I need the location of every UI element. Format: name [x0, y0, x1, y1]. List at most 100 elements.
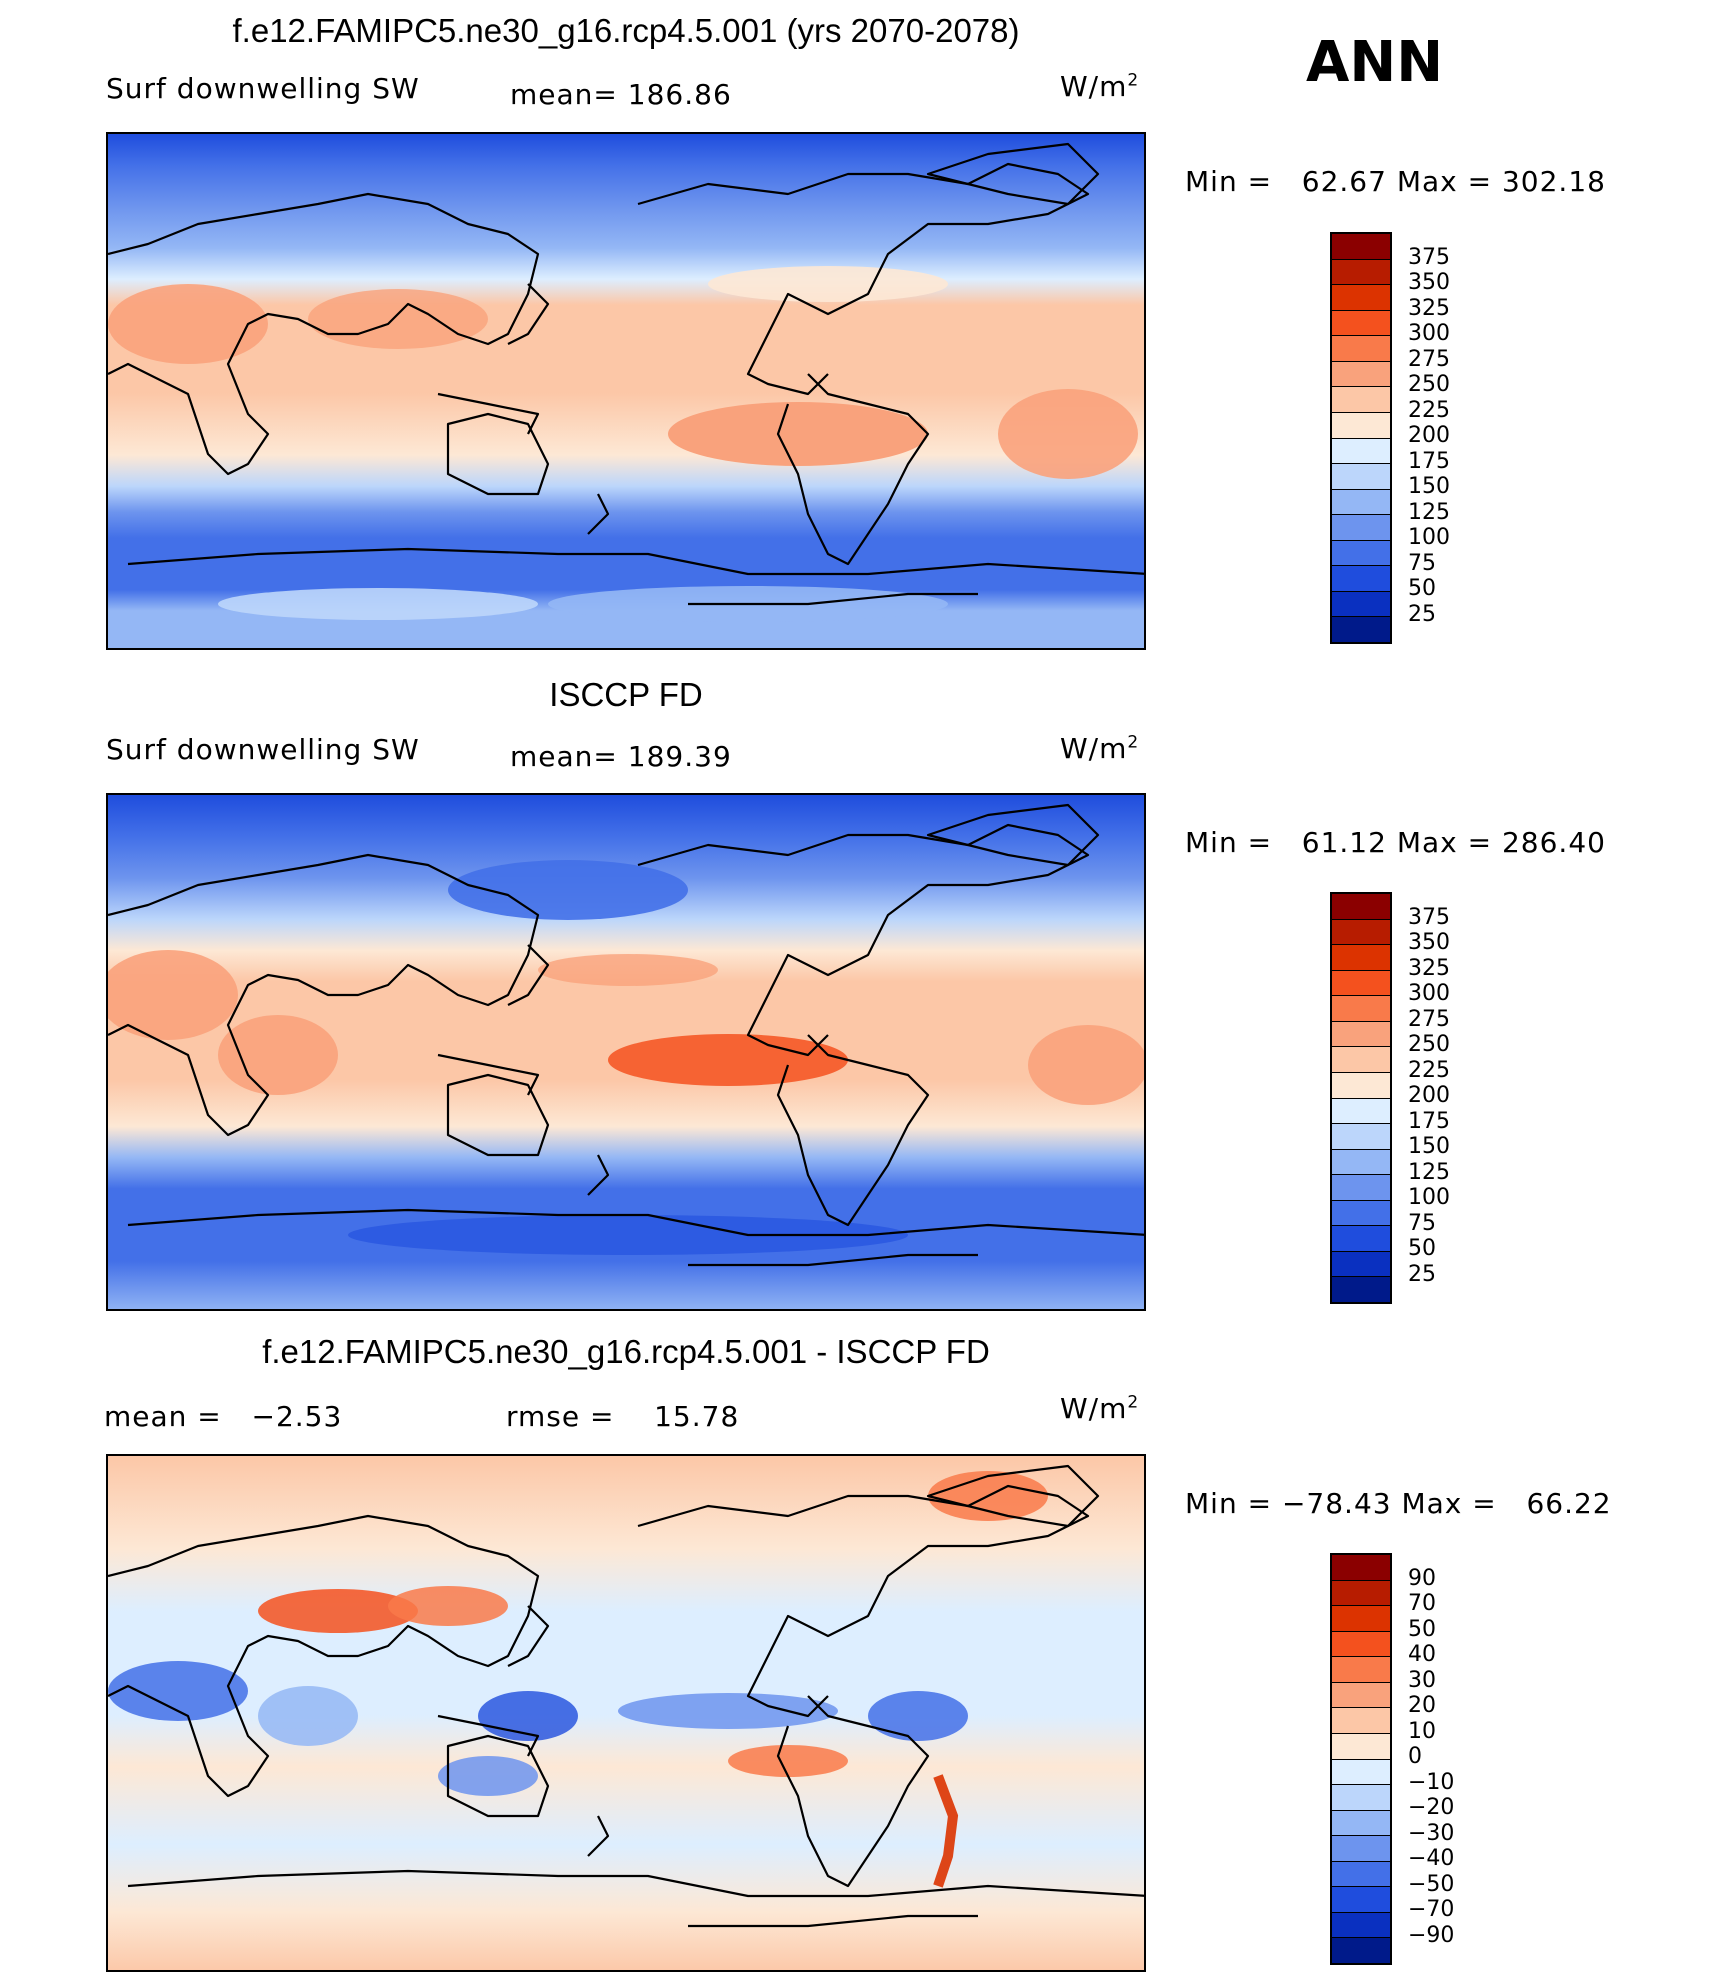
colorbar-segment [1332, 361, 1390, 388]
panel1-title: f.e12.FAMIPC5.ne30_g16.rcp4.5.001 (yrs 2… [232, 12, 1020, 49]
colorbar-segment [1332, 1785, 1390, 1811]
colorbar-segment [1332, 438, 1390, 465]
colorbar-label: 275 [1408, 1006, 1450, 1032]
colorbar-segment [1332, 259, 1390, 286]
colorbar-label: 100 [1408, 1185, 1450, 1210]
colorbar-segment [1332, 464, 1390, 490]
panel1-minmax: Min = 62.67 Max = 302.18 [1185, 165, 1606, 198]
panel1-colorbar [1330, 232, 1392, 644]
colorbar-label: 10 [1408, 1718, 1436, 1744]
panel1-mean-value: 186.86 [627, 78, 732, 111]
colorbar-segment [1332, 412, 1390, 439]
colorbar-label: 90 [1408, 1565, 1436, 1591]
colorbar-label: 75 [1408, 1210, 1436, 1236]
colorbar-label: 325 [1408, 955, 1450, 981]
colorbar-label: 250 [1408, 1032, 1450, 1057]
colorbar-label: 200 [1408, 1083, 1450, 1108]
colorbar-segment [1332, 1810, 1390, 1837]
colorbar-label: −40 [1408, 1846, 1455, 1871]
colorbar-label: 50 [1408, 576, 1436, 601]
panel1-variable-label: Surf downwelling SW [106, 72, 420, 105]
colorbar-segment [1332, 1887, 1390, 1913]
panel1-colorbar-labels: 375 350 325 300 275 250 225 200 175 150 125 100 75 50… [1408, 232, 1508, 644]
panel3-mean: mean = −2.53 [104, 1400, 342, 1433]
colorbar-label: 0 [1408, 1744, 1422, 1769]
panel1-mean-label: mean= [510, 78, 618, 111]
panel3-mean-value: −2.53 [251, 1400, 343, 1433]
colorbar-label: 225 [1408, 1057, 1450, 1083]
colorbar-segment [1332, 1631, 1390, 1658]
colorbar-segment [1332, 1149, 1390, 1176]
colorbar-label: 250 [1408, 372, 1450, 397]
panel3-mean-label: mean = [104, 1400, 222, 1433]
panel2-coastlines [108, 803, 1144, 1267]
colorbar-segment [1332, 1072, 1390, 1099]
colorbar-label: −30 [1408, 1820, 1455, 1846]
panel2-map-svg [108, 795, 1144, 1309]
colorbar-label: 275 [1408, 346, 1450, 372]
colorbar-label: 375 [1408, 244, 1450, 270]
colorbar-label: −50 [1408, 1871, 1455, 1897]
panel1-map [106, 132, 1146, 650]
panel2-map [106, 793, 1146, 1311]
panel2-colorbar-labels: 375 350 325 300 275 250 225 200 175 150 125 100 75 50… [1408, 892, 1508, 1304]
panel1-units: W/m2 [1060, 70, 1140, 103]
panel3-rmse: rmse = 15.78 [506, 1400, 739, 1433]
colorbar-label: 150 [1408, 1134, 1450, 1159]
colorbar-segment [1332, 1580, 1390, 1607]
colorbar-segment [1332, 996, 1390, 1022]
colorbar-segment [1332, 1277, 1390, 1302]
panel2-mean-value: 189.39 [627, 740, 732, 773]
panel2-variable-label: Surf downwelling SW [106, 733, 420, 766]
colorbar-segment [1332, 1708, 1390, 1734]
colorbar-label: 50 [1408, 1236, 1436, 1261]
colorbar-label: 350 [1408, 270, 1450, 295]
colorbar-label: 350 [1408, 930, 1450, 955]
colorbar-segment [1332, 1912, 1390, 1939]
colorbar-segment [1332, 1251, 1390, 1278]
panel2-title: ISCCP FD [549, 676, 703, 713]
colorbar-segment [1332, 515, 1390, 541]
colorbar-label: 20 [1408, 1693, 1436, 1718]
panel2-colorbar [1330, 892, 1392, 1304]
colorbar-segment [1332, 1200, 1390, 1227]
colorbar-label: −70 [1408, 1897, 1455, 1922]
panel2-mean-label: mean= [510, 740, 618, 773]
colorbar-segment [1332, 1861, 1390, 1888]
colorbar-label: 300 [1408, 321, 1450, 346]
colorbar-segment [1332, 336, 1390, 362]
panel1-mean: mean= 186.86 [510, 78, 732, 111]
panel3-colorbar-labels: 90 70 50 40 30 20 10 0 −10 −20 −30 −40 −50 −70 −90 [1408, 1553, 1508, 1965]
colorbar-segment [1332, 234, 1390, 260]
colorbar-label: 175 [1408, 1108, 1450, 1134]
panel3-colorbar [1330, 1553, 1392, 1965]
colorbar-segment [1332, 1836, 1390, 1862]
colorbar-segment [1332, 919, 1390, 946]
colorbar-label: 225 [1408, 397, 1450, 423]
panel1-coastlines [108, 142, 1144, 606]
colorbar-segment [1332, 1098, 1390, 1125]
colorbar-label: 30 [1408, 1667, 1436, 1693]
colorbar-label: 300 [1408, 981, 1450, 1006]
colorbar-label: −10 [1408, 1769, 1455, 1795]
panel3-rmse-label: rmse = [506, 1400, 615, 1433]
panel2-minmax: Min = 61.12 Max = 286.40 [1185, 826, 1606, 859]
colorbar-label: −20 [1408, 1795, 1455, 1820]
panel3-units: W/m2 [1060, 1392, 1140, 1425]
colorbar-segment [1332, 1047, 1390, 1073]
season-label: ANN [1306, 30, 1444, 95]
colorbar-label: 175 [1408, 448, 1450, 474]
colorbar-label: 25 [1408, 1261, 1436, 1287]
panel3-coastlines [108, 1464, 1144, 1928]
colorbar-label: 40 [1408, 1642, 1436, 1667]
colorbar-label: −90 [1408, 1922, 1455, 1948]
colorbar-segment [1332, 1606, 1390, 1632]
panel3-map-svg [108, 1456, 1144, 1970]
panel3-title: f.e12.FAMIPC5.ne30_g16.rcp4.5.001 - ISCC… [262, 1333, 990, 1370]
colorbar-label: 75 [1408, 550, 1436, 576]
colorbar-segment [1332, 1021, 1390, 1048]
colorbar-segment [1332, 1555, 1390, 1581]
colorbar-segment [1332, 1226, 1390, 1252]
colorbar-label: 25 [1408, 601, 1436, 627]
panel1-map-svg [108, 134, 1144, 648]
